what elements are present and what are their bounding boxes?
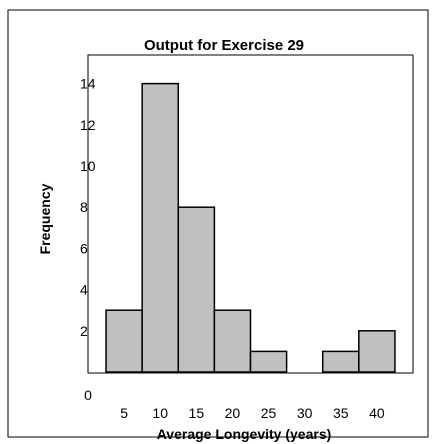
histogram-bar-8	[358, 330, 396, 373]
histogram-bar-2	[141, 82, 180, 373]
chart-title: Output for Exercise 29	[144, 37, 304, 54]
x-tick-label: 20	[225, 405, 241, 421]
x-tick-label: 15	[189, 405, 205, 421]
y-axis-label: Frequency	[37, 183, 53, 254]
x-tick-label: 25	[261, 405, 277, 421]
histogram-bar-5	[249, 350, 288, 373]
y-tick-label: 2	[80, 323, 88, 339]
y-tick-label: 10	[80, 158, 96, 174]
x-axis-label: Average Longevity (years)	[157, 426, 332, 442]
histogram-bar-7	[321, 350, 360, 373]
y-tick-label: 12	[80, 117, 96, 133]
y-tick-label: 4	[80, 282, 88, 298]
x-tick-label: 5	[120, 405, 128, 421]
y-tick-label: 8	[80, 199, 88, 215]
histogram-bar-4	[213, 309, 252, 373]
x-tick-label: 30	[297, 405, 313, 421]
y-axis-ticks: 0 2 4 6 8 10 12 14	[80, 76, 96, 403]
y-tick-label: 14	[80, 76, 96, 92]
y-tick-label: 0	[84, 387, 92, 403]
y-tick-label: 6	[80, 240, 88, 256]
histogram-bars	[105, 82, 396, 373]
x-axis-ticks: 5 10 15 20 25 30 35 40	[120, 405, 385, 421]
histogram-bar-3	[177, 206, 216, 373]
histogram-bar-1	[105, 309, 143, 373]
x-tick-label: 10	[152, 405, 168, 421]
x-tick-label: 35	[333, 405, 349, 421]
x-tick-label: 40	[369, 405, 385, 421]
